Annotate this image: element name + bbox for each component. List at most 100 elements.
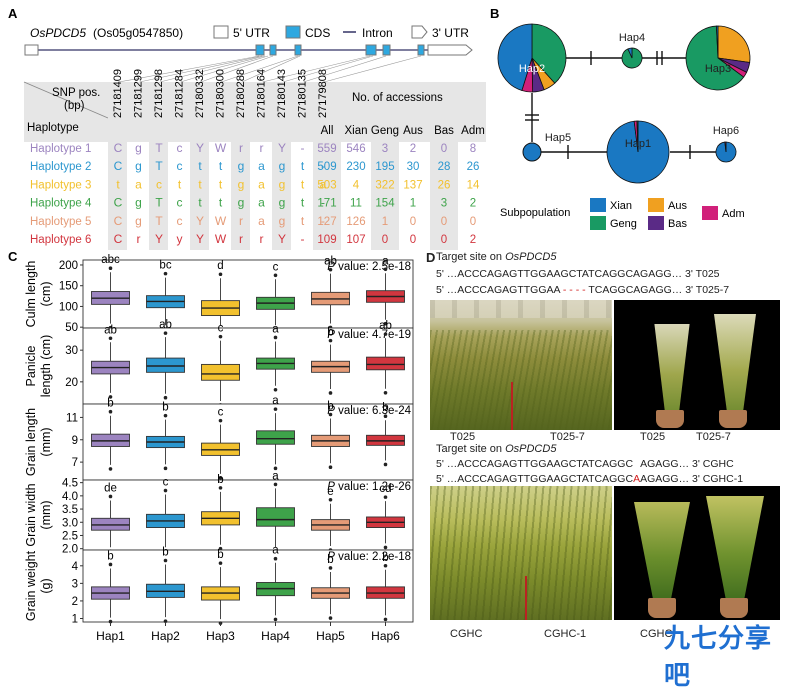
accession-count-cell: 171 [317, 198, 336, 210]
outlier-point [163, 488, 168, 493]
haplotype-name: Haplotype 2 [30, 161, 91, 173]
allele-cell: - [321, 214, 325, 228]
outlier-point [273, 387, 278, 392]
significance-letter: b [162, 546, 168, 558]
accession-header: Bas [434, 125, 454, 137]
gene-name: OsPDCD5 [30, 26, 86, 40]
accession-header: Adm [461, 125, 485, 137]
significance-letter: b [327, 401, 333, 413]
snp-position-label: 27180288 [235, 69, 247, 118]
outlier-point [108, 562, 113, 567]
field-divider-marker [525, 576, 527, 620]
outlier-point [108, 266, 113, 271]
legend-swatch-aus [648, 198, 664, 212]
y-axis-label: Culm length [24, 261, 38, 328]
x-tick-label: Hap4 [261, 629, 290, 643]
y-axis-label: Panicle [24, 345, 38, 386]
corner-snp-unit: (bp) [64, 100, 85, 112]
node-label-hap1: Hap1 [625, 138, 651, 150]
allele-cell: t [219, 159, 223, 173]
snp-position-label: 27181409 [112, 69, 124, 118]
haplotype-name: Haplotype 1 [30, 143, 91, 155]
panel-b-haplotype-network: B Hap2 Hap4 Hap3 Hap5 Hap1 Hap6 Subpopulation… [490, 6, 751, 230]
allele-cell: g [238, 196, 245, 210]
accession-header: All [321, 125, 334, 137]
allele-cell: W [215, 232, 227, 246]
pie-slice-xian [715, 25, 719, 59]
legend-label-geng: Geng [610, 218, 637, 230]
significance-letter: bc [159, 260, 171, 272]
legend-swatch-geng [590, 216, 606, 230]
outlier-point [328, 267, 333, 272]
legend-label-xian: Xian [610, 200, 632, 212]
outlier-point [273, 556, 278, 561]
accession-count-cell: 0 [441, 143, 447, 155]
accession-count-cell: 2 [470, 234, 476, 246]
outlier-point [328, 497, 333, 502]
corner-diagonal [23, 81, 109, 119]
outlier-point [218, 334, 223, 339]
legend-utr5-box [213, 25, 229, 39]
allele-cell: T [155, 214, 163, 228]
significance-letter: cd [379, 483, 391, 495]
allele-cell: T [155, 159, 163, 173]
snp-connector-line [323, 55, 422, 83]
allele-cell: C [114, 141, 123, 155]
accession-count-cell: 559 [317, 143, 336, 155]
allele-cell: Y [278, 232, 286, 246]
gene-exon-2 [269, 44, 277, 56]
accession-count-cell: 503 [317, 179, 336, 191]
y-axis-label-line2: (g) [39, 578, 53, 593]
outlier-point [273, 273, 278, 278]
outlier-point [273, 407, 278, 411]
accession-count-cell: 0 [470, 216, 476, 228]
legend-label-adm: Adm [722, 208, 745, 220]
legend-intron-label: Intron [362, 26, 393, 40]
significance-letter: ab [324, 256, 337, 268]
plot-frame [82, 479, 414, 551]
y-tick-label: 11 [66, 412, 78, 424]
outlier-point [383, 267, 388, 272]
outlier-point [383, 495, 388, 499]
allele-cell: r [260, 141, 264, 155]
allele-cell: g [135, 196, 142, 210]
pie-slice-xian [627, 47, 633, 59]
allele-cell: Y [196, 232, 204, 246]
gene-exon-6 [417, 44, 425, 56]
legend-label-aus: Aus [668, 200, 687, 212]
legend-utr3-label: 3' UTR [432, 26, 469, 40]
accession-count-cell: 195 [375, 161, 394, 173]
count-column-band [371, 118, 399, 250]
x-tick-label: Hap6 [371, 629, 400, 643]
snp-connector-line [262, 55, 371, 83]
corner-snp-pos: SNP pos. [52, 87, 100, 99]
legend-label-bas: Bas [668, 218, 687, 230]
y-axis-label: Grain weight [24, 550, 38, 621]
significance-letter: abc [101, 254, 120, 266]
panel-c-letter: C [8, 249, 18, 264]
node-label-hap4: Hap4 [619, 32, 645, 44]
allele-cell: g [238, 177, 245, 191]
allele-cell: g [279, 159, 286, 173]
y-tick-label: 30 [65, 345, 78, 357]
accession-count-cell: 322 [375, 179, 394, 191]
allele-cell: C [114, 214, 123, 228]
accession-count-cell: 30 [407, 161, 420, 173]
outlier-point [383, 391, 388, 395]
allele-cell: c [177, 141, 183, 155]
target-site-gene: OsPDCD5 [505, 251, 557, 263]
x-tick-label: Hap3 [206, 629, 235, 643]
y-axis-label-line2: (mm) [39, 500, 53, 529]
y-tick-label: 2.5 [62, 530, 78, 542]
node-label-hap2: Hap2 [519, 63, 545, 75]
allele-cell: t [198, 196, 202, 210]
pie-slice-geng [531, 23, 567, 84]
snp-connector-line [303, 55, 387, 83]
panel-d: D Target site on OsPDCD5 5' …ACCCAGAGTTG… [420, 248, 786, 690]
p-value-annotation: P value: 2.2e-18 [327, 551, 411, 563]
accession-count-cell: 26 [438, 179, 451, 191]
snp-position-label: 27181299 [133, 69, 145, 118]
accession-count-cell: 109 [317, 234, 336, 246]
